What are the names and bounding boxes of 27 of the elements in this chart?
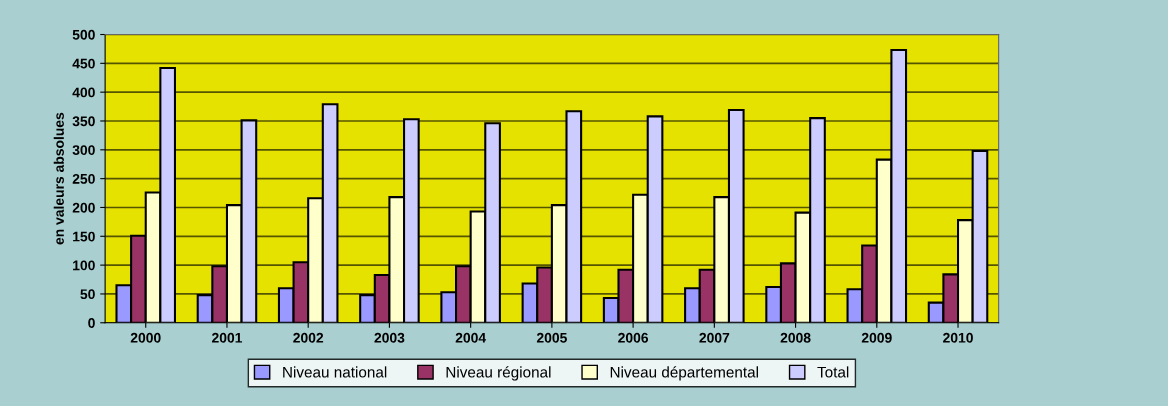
y-tick-label: 250 xyxy=(72,173,95,184)
y-tick-label: 300 xyxy=(72,145,95,155)
y-tick-label: 450 xyxy=(72,58,95,69)
x-tick-label: 2005 xyxy=(536,332,567,343)
y-tick-label: 200 xyxy=(72,202,95,213)
y-tick-label: 100 xyxy=(73,260,95,271)
y-tick-label: 0 xyxy=(88,318,95,328)
y-tick-label: 50 xyxy=(80,289,95,300)
x-tick-label: 2009 xyxy=(861,332,892,343)
legend-label: Niveau national xyxy=(283,366,387,378)
legend-label: Total xyxy=(817,366,849,378)
y-tick-label: 350 xyxy=(72,116,95,127)
x-tick-label: 2010 xyxy=(943,332,973,343)
legend-label: Niveau régional xyxy=(446,366,551,381)
legend-label: Niveau départemental xyxy=(610,366,758,381)
x-tick-label: 2001 xyxy=(212,332,243,343)
x-tick-label: 2004 xyxy=(455,332,487,343)
y-tick-label: 150 xyxy=(73,231,95,242)
x-tick-label: 2000 xyxy=(130,332,161,343)
y-tick-label: 500 xyxy=(72,29,95,40)
x-tick-label: 2008 xyxy=(780,332,811,343)
y-axis-title: en valeurs absolues xyxy=(53,112,64,245)
x-tick-label: 2006 xyxy=(618,332,649,343)
x-tick-label: 2002 xyxy=(293,332,324,343)
y-tick-label: 400 xyxy=(72,87,95,98)
x-tick-label: 2007 xyxy=(699,332,730,343)
x-tick-label: 2003 xyxy=(374,332,405,343)
